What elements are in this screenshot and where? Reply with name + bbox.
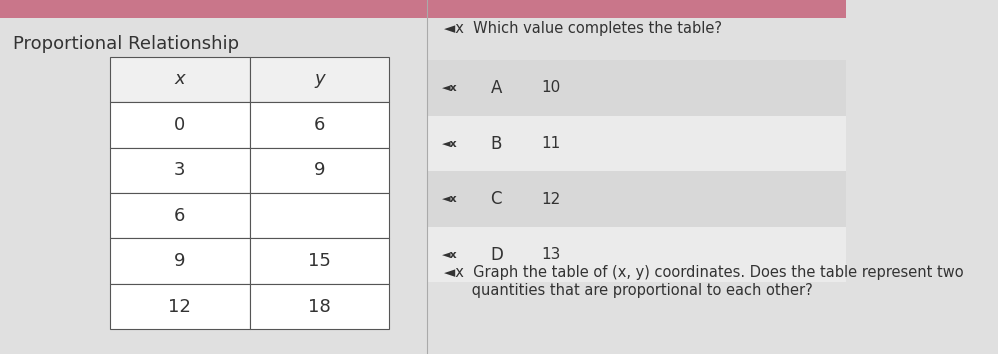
- Text: B: B: [491, 135, 502, 153]
- FancyBboxPatch shape: [110, 284, 250, 329]
- Text: D: D: [491, 246, 503, 264]
- Text: 3: 3: [174, 161, 186, 179]
- Text: 10: 10: [541, 80, 561, 96]
- Text: 18: 18: [308, 297, 330, 315]
- Text: ◄x: ◄x: [442, 83, 458, 93]
- Text: 15: 15: [307, 252, 330, 270]
- FancyBboxPatch shape: [250, 238, 389, 284]
- Text: 12: 12: [169, 297, 192, 315]
- Text: 0: 0: [174, 116, 186, 134]
- Text: x: x: [175, 70, 185, 88]
- Text: 13: 13: [541, 247, 561, 262]
- FancyBboxPatch shape: [250, 284, 389, 329]
- FancyBboxPatch shape: [0, 0, 845, 18]
- FancyBboxPatch shape: [427, 116, 845, 171]
- Text: 9: 9: [313, 161, 325, 179]
- Text: Proportional Relationship: Proportional Relationship: [13, 35, 239, 53]
- Text: 6: 6: [174, 207, 186, 225]
- FancyBboxPatch shape: [250, 148, 389, 193]
- FancyBboxPatch shape: [110, 148, 250, 193]
- Text: ◄x  Which value completes the table?: ◄x Which value completes the table?: [444, 21, 722, 36]
- FancyBboxPatch shape: [110, 238, 250, 284]
- Text: 12: 12: [541, 192, 561, 207]
- FancyBboxPatch shape: [427, 171, 845, 227]
- Text: ◄x: ◄x: [442, 138, 458, 149]
- Text: 6: 6: [313, 116, 325, 134]
- FancyBboxPatch shape: [250, 57, 389, 102]
- Text: ◄x: ◄x: [442, 250, 458, 260]
- FancyBboxPatch shape: [110, 102, 250, 148]
- Text: ◄x  Graph the table of (x, y) coordinates. Does the table represent two
      qu: ◄x Graph the table of (x, y) coordinates…: [444, 266, 964, 298]
- Text: y: y: [314, 70, 324, 88]
- FancyBboxPatch shape: [250, 193, 389, 238]
- Text: C: C: [491, 190, 502, 208]
- Text: 9: 9: [174, 252, 186, 270]
- FancyBboxPatch shape: [427, 227, 845, 282]
- Text: ◄x: ◄x: [442, 194, 458, 204]
- FancyBboxPatch shape: [427, 60, 845, 116]
- Text: A: A: [491, 79, 502, 97]
- Text: 11: 11: [541, 136, 561, 151]
- FancyBboxPatch shape: [110, 193, 250, 238]
- FancyBboxPatch shape: [110, 57, 250, 102]
- FancyBboxPatch shape: [250, 102, 389, 148]
